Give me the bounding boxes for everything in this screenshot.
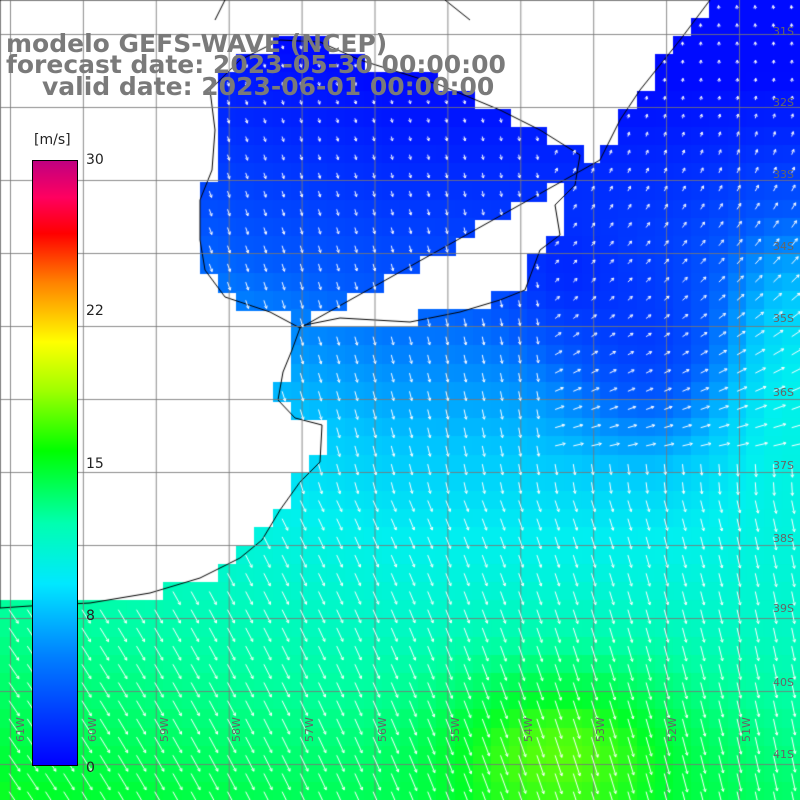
colorbar-tick: 22	[86, 303, 104, 319]
lon-label: 51W	[740, 717, 753, 742]
lat-label: 40S	[773, 676, 794, 689]
forecast-date: forecast date: 2023-05-30 00:00:00	[6, 50, 506, 79]
model-title: modelo GEFS-WAVE (NCEP)	[6, 29, 388, 58]
colorbar-tick: 8	[86, 608, 95, 624]
lon-label: 56W	[376, 717, 389, 742]
lon-label: 60W	[86, 717, 99, 742]
colorbar-tick-min: 0	[86, 760, 95, 776]
lon-label: 57W	[303, 717, 316, 742]
lat-label: 39S	[773, 602, 794, 615]
lat-label: 38S	[773, 532, 794, 545]
lat-label: 41S	[773, 748, 794, 761]
lat-label: 31S	[773, 25, 794, 38]
lon-label: 58W	[230, 717, 243, 742]
lon-label: 61W	[14, 717, 27, 742]
lat-label: 32S	[773, 96, 794, 109]
lat-label: 34S	[773, 240, 794, 253]
lon-label: 52W	[666, 717, 679, 742]
lon-label: 55W	[449, 717, 462, 742]
lon-label: 54W	[522, 717, 535, 742]
valid-date: valid date: 2023-06-01 00:00:00	[42, 72, 495, 101]
lat-label: 36S	[773, 386, 794, 399]
colorbar-unit: [m/s]	[34, 132, 71, 148]
lat-label: 33S	[773, 168, 794, 181]
lon-label: 53W	[594, 717, 607, 742]
lon-label: 59W	[158, 717, 171, 742]
colorbar-tick-max: 30	[86, 152, 104, 168]
lat-label: 35S	[773, 312, 794, 325]
lat-label: 37S	[773, 459, 794, 472]
colorbar	[32, 160, 78, 766]
colorbar-tick: 15	[86, 456, 104, 472]
